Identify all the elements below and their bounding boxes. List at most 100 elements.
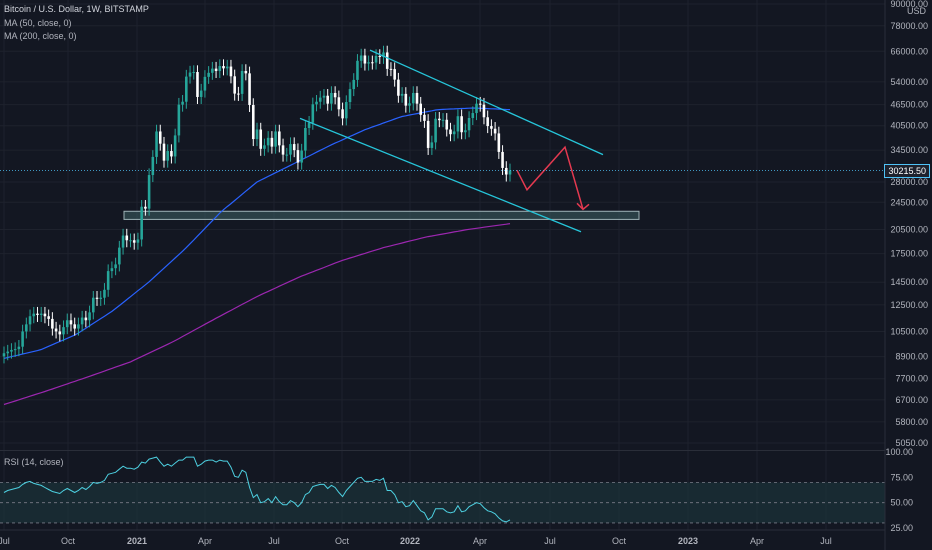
candle — [471, 113, 475, 118]
time-tick-label: Apr — [473, 536, 487, 546]
candle — [508, 170, 512, 175]
price-tick-label: 28000.00 — [890, 177, 928, 187]
candle — [311, 104, 315, 123]
rsi-line — [3, 456, 511, 523]
candle — [110, 268, 114, 272]
candle — [497, 133, 501, 152]
candle — [114, 264, 117, 269]
candle — [92, 297, 95, 313]
candle — [438, 118, 441, 121]
candle — [430, 142, 434, 148]
ma50-legend[interactable]: MA (50, close, 0) — [4, 18, 72, 28]
rsi-legend[interactable]: RSI (14, close) — [4, 457, 64, 467]
candle — [144, 206, 147, 209]
candle — [181, 101, 184, 105]
candle — [170, 151, 173, 157]
time-tick-label: Oct — [61, 536, 76, 546]
candle — [147, 175, 151, 209]
rsi-tick-label: 25.00 — [890, 523, 913, 533]
time-tick-label: Apr — [750, 536, 764, 546]
time-tick-label: 2023 — [678, 536, 698, 546]
candle — [281, 145, 285, 155]
price-tick-label: 8900.00 — [895, 352, 928, 362]
support-zone-rect — [123, 210, 640, 220]
projection-path — [516, 145, 590, 211]
candle — [356, 60, 359, 80]
candle — [385, 52, 389, 69]
candle — [378, 55, 382, 57]
candle — [84, 317, 88, 321]
candle — [2, 353, 6, 357]
price-tick-label: 78000.00 — [890, 21, 928, 31]
candle — [278, 131, 281, 146]
channel-lower-line — [299, 117, 582, 233]
candle — [10, 349, 13, 352]
candle — [345, 102, 348, 119]
price-tick-label: 14500.00 — [890, 277, 928, 287]
time-axis: Jul Oct 2021 Apr Jul Oct 2022 Apr Jul Oct 2023 Apr J… — [0, 529, 885, 546]
chart-title: Bitcoin / U.S. Dollar, 1W, BITSTAMP — [4, 4, 149, 14]
candle — [233, 76, 236, 94]
candle — [501, 151, 504, 168]
candlestick-series — [2, 45, 512, 364]
candle — [28, 316, 32, 325]
channel-upper-line — [369, 49, 604, 156]
time-tick-label: 2021 — [127, 536, 147, 546]
candle — [408, 103, 411, 106]
time-tick-label: Oct — [335, 536, 350, 546]
candle — [330, 92, 333, 104]
candle — [129, 240, 132, 242]
candle — [400, 93, 404, 96]
candle — [121, 235, 125, 248]
candle — [352, 79, 356, 90]
candle — [136, 239, 140, 243]
candle — [426, 120, 430, 148]
price-tick-label: 40500.00 — [890, 121, 928, 131]
rsi-panel — [0, 456, 885, 524]
candle — [103, 289, 106, 298]
time-tick-label: 2022 — [400, 536, 420, 546]
time-tick-label: Jul — [544, 536, 556, 546]
candle — [251, 104, 255, 140]
candle — [62, 327, 65, 335]
candle — [248, 73, 251, 105]
candle — [225, 66, 229, 69]
candle — [32, 313, 36, 317]
candle — [196, 72, 199, 97]
candle — [460, 116, 463, 133]
candle — [106, 271, 110, 290]
candle — [6, 351, 10, 354]
candle — [188, 72, 192, 77]
candle — [482, 104, 486, 118]
candle — [289, 144, 292, 155]
candle — [266, 137, 270, 146]
time-tick-label: Jul — [268, 536, 280, 546]
projection-line — [516, 145, 584, 210]
ma200-legend[interactable]: MA (200, close, 0) — [4, 31, 77, 41]
rsi-tick-label: 100.00 — [885, 447, 913, 457]
candle — [259, 129, 263, 149]
price-tick-label: 46500.00 — [890, 100, 928, 110]
candle — [203, 76, 207, 91]
time-tick-label: Jul — [0, 536, 10, 546]
candle — [452, 131, 456, 135]
candle — [478, 103, 482, 105]
support-zone — [123, 210, 640, 220]
last-price-tag: 30215.50 — [884, 164, 930, 178]
candle — [229, 66, 233, 77]
candle — [77, 324, 80, 329]
candle — [162, 143, 166, 161]
candle — [21, 331, 24, 347]
candle — [415, 92, 419, 104]
price-tick-label: 24500.00 — [890, 197, 928, 207]
candle — [25, 324, 28, 332]
candle — [419, 103, 422, 115]
price-tick-label: 10500.00 — [890, 326, 928, 336]
time-tick-label: Apr — [198, 536, 212, 546]
rsi-tick-label: 50.00 — [890, 498, 913, 508]
price-tick-label: 20500.00 — [890, 224, 928, 234]
price-tick-label: 12500.00 — [890, 300, 928, 310]
candle — [58, 331, 62, 335]
